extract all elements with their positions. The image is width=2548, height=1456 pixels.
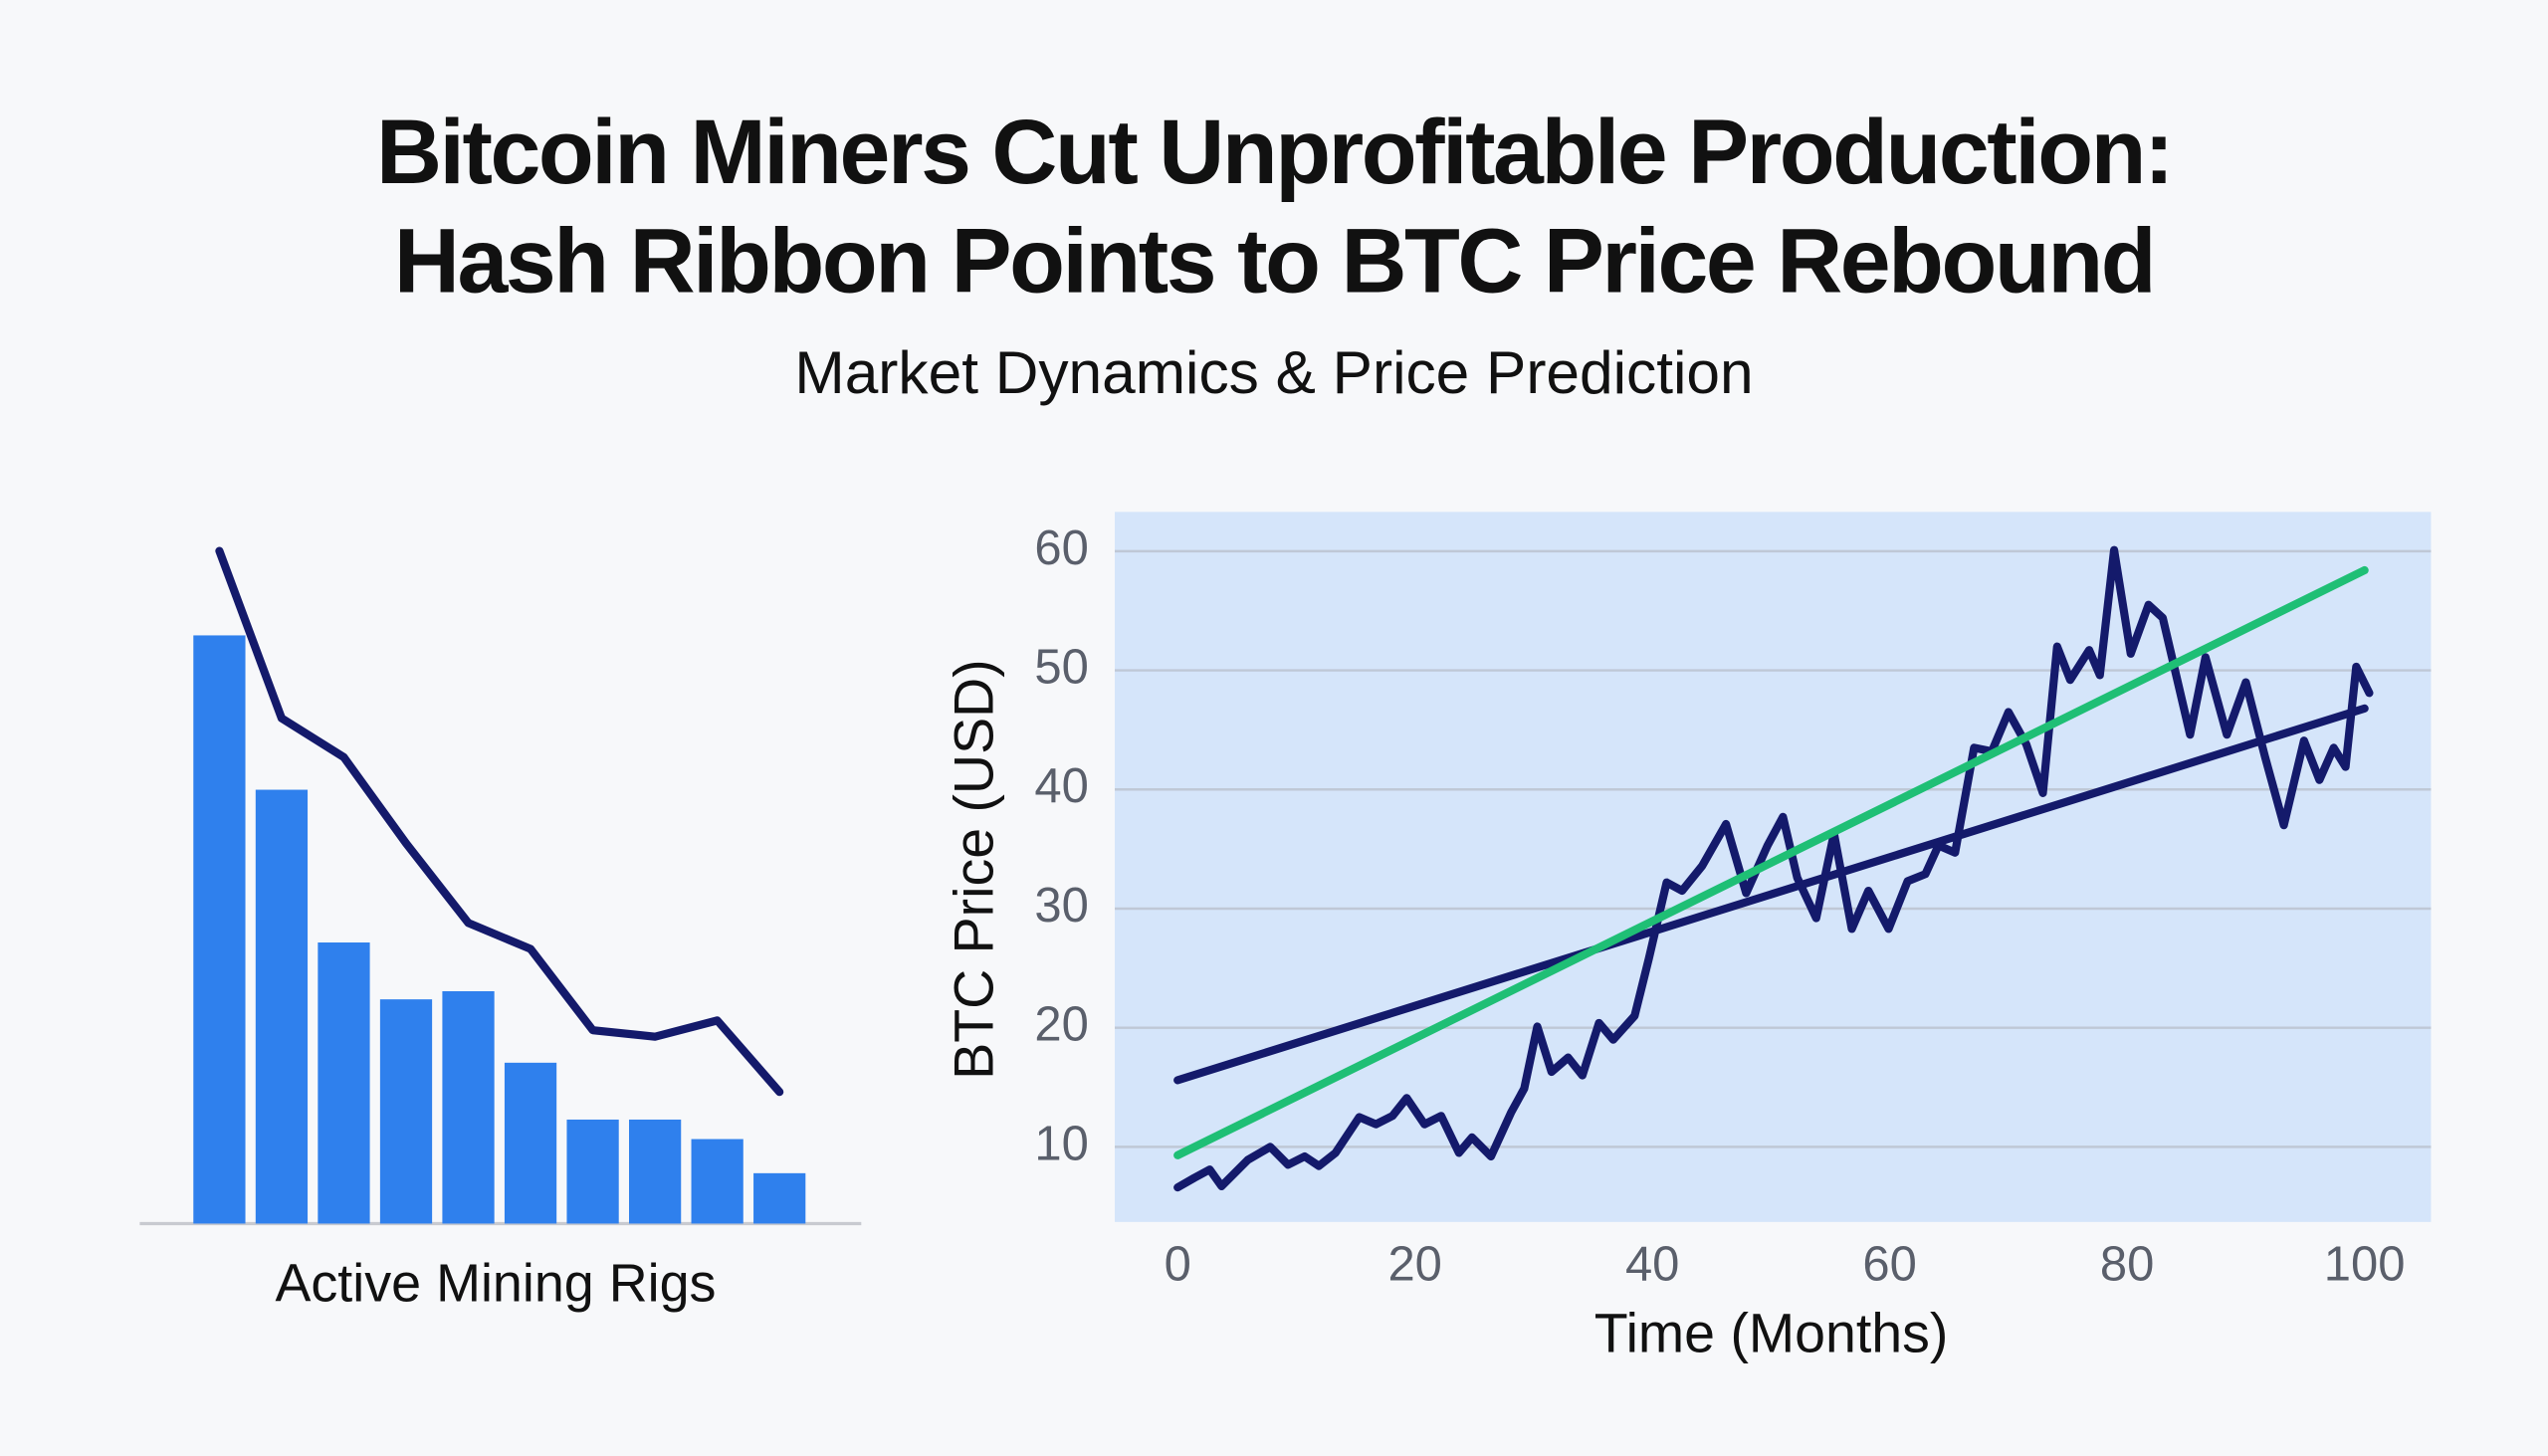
x-tick-label: 40 xyxy=(1625,1237,1679,1291)
line xyxy=(1173,565,2369,1159)
line xyxy=(1173,704,2369,1085)
y-axis-label: BTC Price (USD) xyxy=(944,659,1005,1079)
x-tick-label: 100 xyxy=(2324,1237,2406,1291)
bar xyxy=(255,789,309,1224)
bar xyxy=(691,1139,743,1224)
bar xyxy=(629,1119,682,1224)
subtitle: Market Dynamics & Price Prediction xyxy=(794,338,1753,406)
line xyxy=(215,546,784,1097)
bar xyxy=(379,999,433,1224)
x-tick-label: 60 xyxy=(1862,1237,1916,1291)
x-axis-label: Time (Months) xyxy=(1594,1302,1949,1363)
y-tick-label: 50 xyxy=(1034,641,1088,695)
y-tick-label: 60 xyxy=(1034,521,1088,575)
line xyxy=(1173,545,2374,1192)
y-tick-label: 10 xyxy=(1034,1117,1088,1170)
title-line: Hash Ribbon Points to BTC Price Rebound xyxy=(394,211,2154,312)
x-tick-label: 20 xyxy=(1387,1237,1441,1291)
y-tick-label: 20 xyxy=(1034,998,1088,1052)
plot-area xyxy=(1115,512,2432,1222)
y-tick-label: 30 xyxy=(1034,879,1088,933)
bar xyxy=(442,990,495,1224)
bar xyxy=(566,1119,619,1224)
title-line: Bitcoin Miners Cut Unprofitable Producti… xyxy=(376,102,2172,203)
x-tick-label: 80 xyxy=(2100,1237,2154,1291)
bar xyxy=(193,635,246,1224)
bar xyxy=(504,1062,557,1224)
bar xyxy=(318,942,370,1224)
x-axis-label: Active Mining Rigs xyxy=(275,1253,716,1313)
x-tick-label: 0 xyxy=(1165,1237,1191,1291)
y-tick-label: 40 xyxy=(1034,759,1088,813)
bar xyxy=(753,1172,806,1224)
